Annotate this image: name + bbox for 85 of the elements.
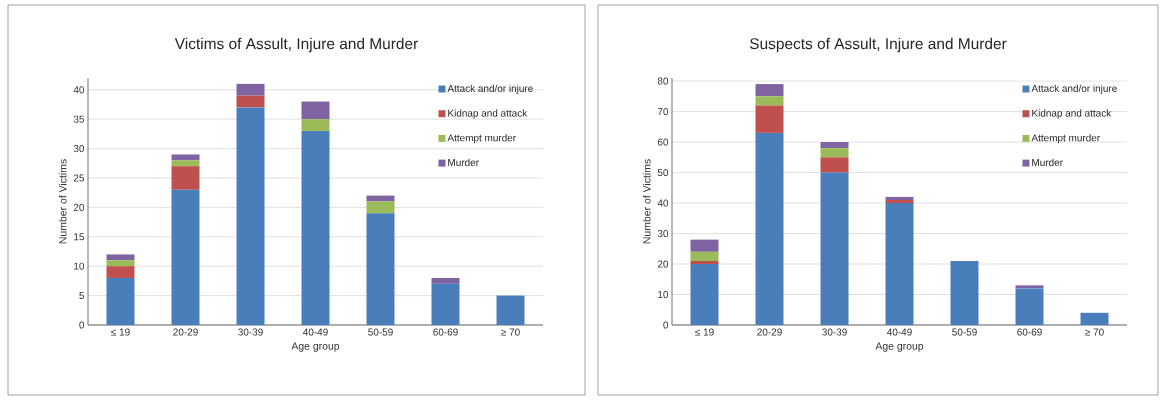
bar (106, 277, 135, 325)
bar (755, 96, 784, 106)
x-tick-label: 50-59 (368, 328, 393, 336)
y-tick-label: 70 (657, 108, 669, 116)
bar (820, 142, 849, 149)
legend-label: Attack and/or injure (1031, 84, 1117, 94)
bar (236, 95, 265, 108)
bar (755, 105, 784, 133)
x-tick-label: ≥ 70 (1085, 328, 1104, 336)
legend-label: Murder (448, 158, 479, 167)
bar (171, 166, 200, 190)
chart-title: Victims of Assult, Injure and Murder (174, 37, 418, 53)
y-tick-label: 0 (663, 321, 669, 329)
bar (1080, 312, 1109, 325)
y-axis-title: Number of Victims (642, 159, 651, 244)
bar (171, 189, 200, 325)
bar (1015, 288, 1044, 325)
bar (820, 148, 849, 158)
x-tick-label: 40-49 (887, 328, 912, 336)
x-tick-label: 40-49 (303, 328, 328, 336)
y-axis-title: Number of Victims (58, 159, 67, 244)
y-tick-label: 5 (79, 292, 85, 300)
y-tick-label: 40 (73, 86, 85, 94)
chart-title: Suspects of Assult, Injure and Murder (749, 37, 1007, 53)
y-tick-label: 30 (73, 145, 85, 153)
x-tick-label: 30-39 (238, 328, 263, 336)
legend-label: Murder (1032, 158, 1063, 167)
bar (885, 196, 914, 200)
bar (301, 101, 330, 120)
bar (690, 260, 719, 265)
y-tick-label: 0 (79, 321, 85, 329)
y-tick-label: 10 (74, 262, 85, 270)
x-tick-label: 30-39 (822, 328, 847, 336)
legend-label: Kidnap and attack (1032, 109, 1112, 119)
x-tick-label: 20-29 (757, 328, 782, 336)
x-tick-label: 60-69 (433, 328, 458, 336)
y-tick-label: 15 (74, 233, 85, 241)
bar (820, 157, 849, 173)
bar (106, 254, 135, 261)
bar (950, 260, 979, 325)
bar (496, 295, 525, 325)
bar (690, 239, 719, 252)
bar (236, 83, 265, 96)
y-tick-label: 30 (657, 229, 669, 238)
legend-label: Kidnap and attack (448, 109, 528, 119)
bar (366, 213, 395, 325)
legend-label: Attack and/or injure (447, 84, 533, 94)
x-tick-label: ≤ 19 (695, 328, 714, 336)
bar (171, 160, 200, 167)
bar (1015, 285, 1044, 289)
bar (690, 251, 719, 261)
x-tick-label: 50-59 (952, 328, 977, 336)
bar (236, 107, 265, 325)
bar (171, 154, 200, 161)
x-tick-label: ≥ 70 (501, 328, 520, 336)
y-tick-label: 35 (73, 115, 85, 123)
y-tick-label: 50 (657, 169, 669, 177)
bar (366, 201, 395, 214)
x-tick-label: 20-29 (173, 328, 198, 336)
y-tick-label: 25 (73, 174, 85, 182)
bar (885, 203, 914, 325)
x-tick-label: 60-69 (1017, 328, 1042, 336)
bar (301, 119, 330, 131)
y-tick-label: 40 (657, 199, 669, 207)
bar (755, 132, 784, 325)
bar (106, 260, 135, 267)
y-tick-label: 20 (73, 203, 85, 211)
bar (366, 195, 395, 202)
bar (820, 172, 849, 325)
bar (431, 277, 460, 284)
bar (755, 84, 784, 97)
x-axis-title: Age group (291, 342, 340, 352)
y-tick-label: 20 (657, 260, 669, 268)
bar (301, 130, 330, 325)
y-tick-label: 10 (658, 290, 669, 299)
x-tick-label: ≤ 19 (111, 328, 130, 336)
bar (106, 266, 135, 278)
y-tick-label: 80 (657, 77, 669, 85)
legend-label: Attempt murder (1031, 134, 1100, 144)
y-tick-label: 60 (657, 138, 669, 146)
bar (431, 283, 460, 325)
x-axis-title: Age group (875, 342, 924, 352)
bar (690, 264, 719, 325)
legend-label: Attempt murder (447, 134, 516, 144)
bar (885, 199, 914, 204)
